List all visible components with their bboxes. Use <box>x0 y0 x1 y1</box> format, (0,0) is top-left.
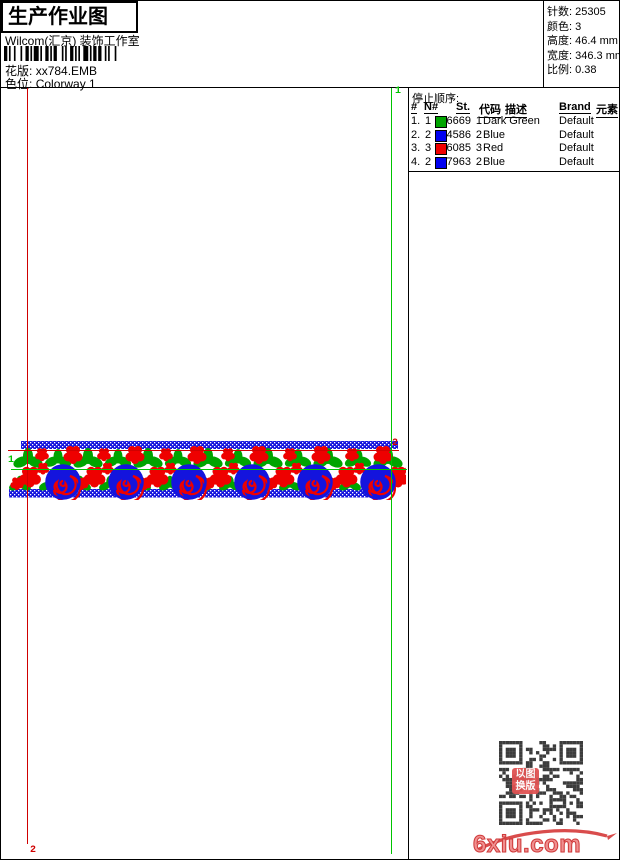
stitch-count-value: 25305 <box>575 6 606 18</box>
color-desc: Blue <box>483 128 506 141</box>
main-panel-divider <box>408 87 409 859</box>
color-desc: Blue <box>483 155 506 168</box>
scale-row: 比例: 0.38 <box>547 63 619 78</box>
header-bottom-border <box>1 87 619 88</box>
colorway-row: 色位: Colorway 1 <box>5 75 96 92</box>
scale-label: 比例: <box>547 64 573 77</box>
stitch-count-row: 针数: 25305 <box>547 5 619 20</box>
height-row: 高度: 46.4 mm <box>547 34 619 49</box>
guide-line-green-horizontal <box>11 469 407 470</box>
logo-swoosh-icon <box>476 829 617 852</box>
color-chip <box>435 143 447 155</box>
design-stats-box: 针数: 25305 颜色: 3 高度: 46.4 mm 宽度: 346.3 mm… <box>547 5 620 78</box>
colorway-label: 色位: <box>5 77 33 91</box>
col-header-desc: 描述 <box>505 101 527 118</box>
guide-line-green-vertical <box>391 88 392 854</box>
barcode <box>4 46 117 61</box>
guide-label-start-top: 1 <box>395 86 402 97</box>
row-number: 1. <box>411 115 421 127</box>
stop-sequence-header-row: # N# St. 代码 描述 Brand 元素 <box>408 101 619 118</box>
row-number: 4. <box>411 155 421 168</box>
table-row: 3. 3 6085 3 Red Default <box>408 142 619 155</box>
color-chip <box>435 129 447 142</box>
table-row: 4. 2 7963 2 Blue Default <box>408 156 619 169</box>
stitch-count: 6669 <box>446 115 471 127</box>
stop-sequence-title: 停止顺序: <box>412 93 460 105</box>
stitch-count: 7963 <box>446 155 471 168</box>
guide-label-end-right: 2 <box>392 438 399 449</box>
guide-line-red-vertical <box>27 88 28 844</box>
stamp-line1: 以图 <box>515 769 536 780</box>
colorway-value: Colorway 1 <box>35 77 96 91</box>
row-number: 2. <box>411 128 421 141</box>
needle-number: 2 <box>425 128 432 141</box>
color-count-value: 3 <box>575 20 582 33</box>
header-divider <box>543 1 544 87</box>
page-title: 生产作业图 <box>1 1 138 33</box>
guide-line-red-horizontal <box>8 450 399 451</box>
color-desc: Dark Green <box>483 115 540 127</box>
color-count-row: 颜色: 3 <box>547 20 619 35</box>
color-chip <box>435 156 447 169</box>
col-header-brand: Brand <box>559 101 591 114</box>
table-row: 2. 2 4586 2 Blue Default <box>408 129 619 142</box>
row-number: 3. <box>411 142 421 154</box>
site-logo: 6xiu.com <box>471 824 619 859</box>
height-label: 高度: <box>547 35 573 48</box>
color-code: 3 <box>475 142 482 154</box>
color-code: 1 <box>475 115 482 127</box>
stitch-count: 4586 <box>446 128 471 141</box>
thread-brand: Default <box>559 128 594 141</box>
width-value: 346.3 mm <box>575 49 620 62</box>
col-header-element: 元素 <box>596 101 618 118</box>
thread-brand: Default <box>559 142 594 154</box>
studio-subtitle: Wilcom(汇京) 装饰工作室 <box>5 34 140 48</box>
color-code: 2 <box>475 155 482 168</box>
height-value: 46.4 mm <box>575 35 618 48</box>
color-desc: Red <box>483 142 504 154</box>
needle-number: 1 <box>425 115 432 127</box>
thread-brand: Default <box>559 155 594 168</box>
pattern-value: xx784.EMB <box>35 64 98 78</box>
stamp-line2: 换版 <box>515 781 536 792</box>
stop-sequence-bottom-border <box>408 171 619 172</box>
needle-number: 3 <box>425 142 432 154</box>
needle-number: 2 <box>425 155 432 168</box>
color-chip <box>435 116 447 128</box>
scale-value: 0.38 <box>575 64 597 77</box>
col-header-stitches: St. <box>456 101 471 114</box>
qr-stamp: 以图 换版 <box>512 768 539 794</box>
col-header-number: # <box>411 101 418 114</box>
col-header-code: 代码 <box>479 101 501 118</box>
width-row: 宽度: 346.3 mm <box>547 49 620 64</box>
col-header-needle: N# <box>424 101 439 114</box>
color-count-label: 颜色: <box>547 20 573 33</box>
embroidery-design <box>7 441 406 500</box>
thread-brand: Default <box>559 115 594 127</box>
pattern-label: 花版: <box>5 64 33 78</box>
color-code: 2 <box>475 128 482 141</box>
table-row: 1. 1 6669 1 Dark Green Default <box>408 115 619 128</box>
stitch-count: 6085 <box>446 142 471 154</box>
pattern-name-row: 花版: xx784.EMB <box>5 62 97 79</box>
width-label: 宽度: <box>547 49 573 62</box>
guide-label-start-left: 1 <box>8 455 15 466</box>
logo-text: 6xiu.com <box>472 831 582 859</box>
guide-label-end-bottom: 2 <box>30 845 37 856</box>
stitch-count-label: 针数: <box>547 6 573 18</box>
